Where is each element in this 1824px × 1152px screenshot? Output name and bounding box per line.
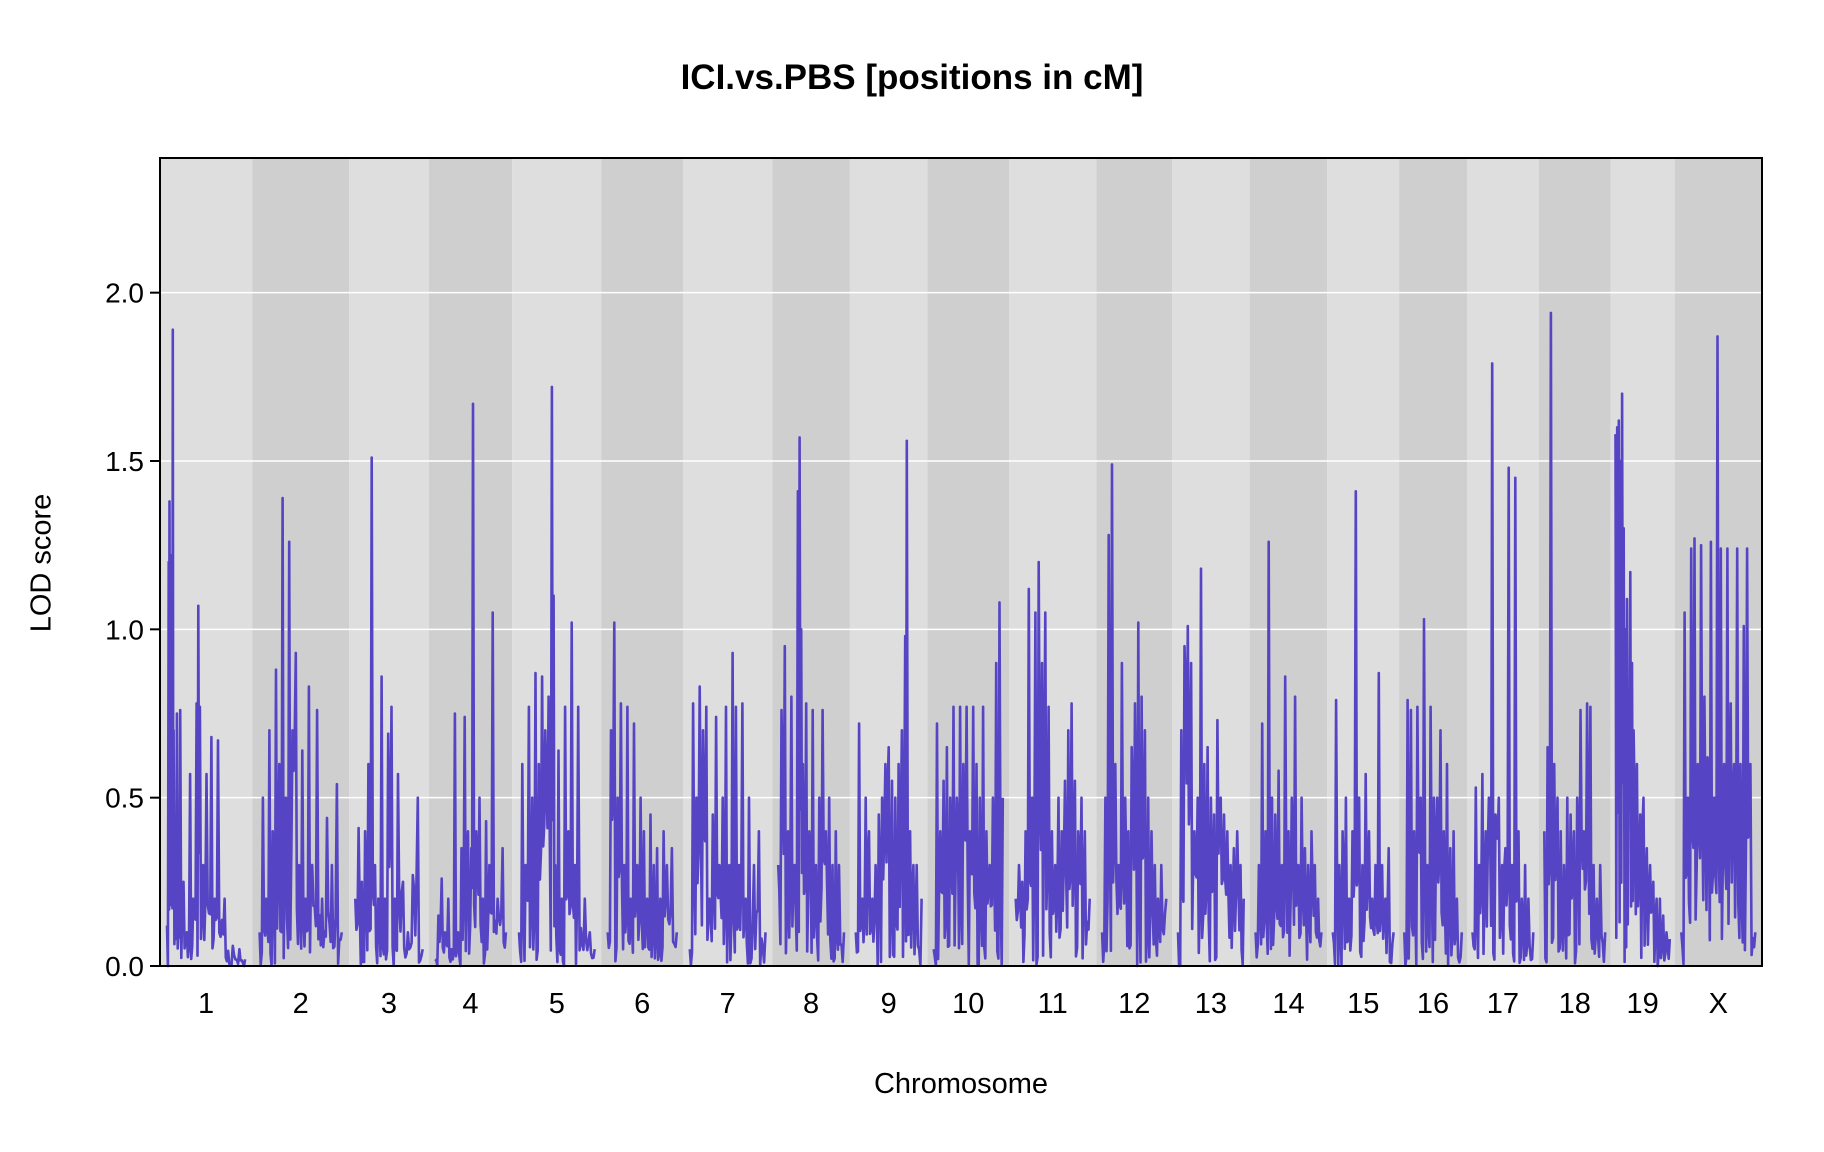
lod-curve-chr-X (1680, 335, 1757, 966)
y-axis-label: LOD score (25, 493, 58, 633)
x-tick-label-chr-9: 9 (881, 988, 897, 1020)
x-tick-label-chr-4: 4 (462, 988, 478, 1020)
x-tick-label-chr-12: 12 (1118, 988, 1150, 1020)
x-tick-label-chr-3: 3 (381, 988, 397, 1020)
lod-curve-chr-1 (165, 328, 247, 968)
lod-curve-chr-7 (688, 651, 767, 967)
lod-curve-chr-9 (854, 439, 923, 967)
x-axis-label: Chromosome (873, 1068, 1049, 1100)
x-tick-label-chr-15: 15 (1347, 988, 1379, 1020)
plot-frame (159, 157, 1763, 967)
lod-curve-chr-2 (258, 496, 344, 967)
chart-title: ICI.vs.PBS [positions in cM] (680, 58, 1144, 97)
x-tick-label-chr-13: 13 (1195, 988, 1227, 1020)
lod-curve-chr-19 (1614, 392, 1672, 968)
x-tick-label-chr-6: 6 (634, 988, 650, 1020)
lod-curve-chr-5 (517, 385, 596, 968)
y-tick-label-0.0: 0.0 (105, 951, 144, 982)
lod-curve-chr-17 (1471, 362, 1535, 965)
x-tick-label-chr-1: 1 (198, 988, 214, 1020)
lod-curve-chr-6 (606, 621, 679, 963)
x-tick-label-chr-7: 7 (720, 988, 736, 1020)
y-tick-label-0.5: 0.5 (105, 783, 144, 814)
x-tick-label-chr-19: 19 (1627, 988, 1659, 1020)
x-tick-label-chr-11: 11 (1038, 988, 1068, 1020)
lod-curve-chr-18 (1543, 311, 1607, 965)
x-tick-label-chr-X: X (1709, 988, 1728, 1020)
chromosome-band-17 (1467, 158, 1539, 966)
lod-curve-chr-16 (1403, 617, 1464, 967)
lod-curve-chr-11 (1014, 560, 1091, 966)
x-tick-label-chr-14: 14 (1272, 988, 1304, 1020)
x-tick-label-chr-8: 8 (803, 988, 819, 1020)
x-tick-label-chr-18: 18 (1559, 988, 1591, 1020)
lod-curve-chr-3 (354, 456, 424, 968)
y-tick-label-1.5: 1.5 (105, 446, 144, 477)
y-tick-label-1.0: 1.0 (105, 614, 144, 645)
lod-curve-chr-13 (1176, 567, 1245, 968)
lod-curve-chr-15 (1331, 490, 1395, 967)
x-tick-label-chr-2: 2 (293, 988, 309, 1020)
x-tick-label-chr-5: 5 (549, 988, 565, 1020)
lod-curve-chr-12 (1100, 463, 1168, 968)
lod-curve-chr-14 (1254, 540, 1323, 961)
x-tick-label-chr-17: 17 (1487, 988, 1519, 1020)
lod-curve-chr-10 (932, 601, 1005, 967)
y-tick-label-2.0: 2.0 (105, 278, 144, 309)
lod-curve-chr-4 (434, 402, 508, 968)
x-tick-label-chr-16: 16 (1417, 988, 1449, 1020)
chromosome-band-4 (428, 158, 513, 966)
x-tick-label-chr-10: 10 (952, 988, 984, 1020)
lod-curve-chr-8 (776, 436, 846, 964)
